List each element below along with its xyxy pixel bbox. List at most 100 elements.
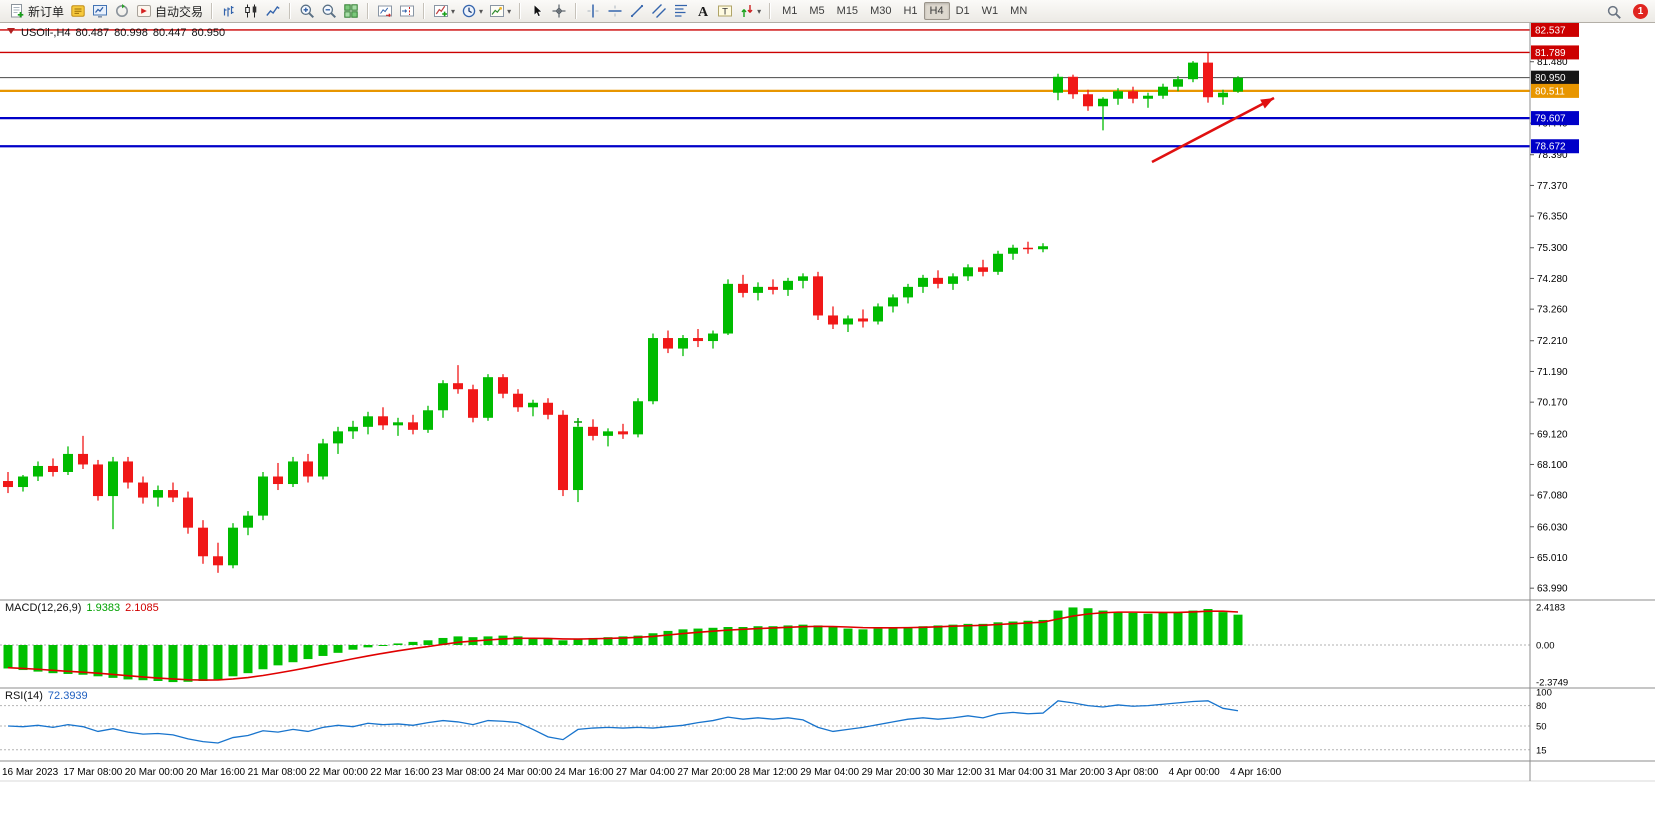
auto-scroll-button[interactable] <box>374 2 396 20</box>
price-object-lines[interactable] <box>0 29 1530 148</box>
toolbar-group-timeframes: M1 M5 M15 M30 H1 H4 D1 W1 MN <box>774 0 1035 22</box>
toolbar-separator <box>367 3 370 19</box>
rsi-axis-label: 80 <box>1536 701 1547 712</box>
channel-icon <box>651 3 667 19</box>
candlestick-chart-icon <box>243 3 259 19</box>
arrows-button[interactable]: ▾ <box>736 2 764 20</box>
price-line-label: 81.789 <box>1535 48 1566 59</box>
toolbar-group-chart-type <box>216 0 286 22</box>
toolbar-right: 1 <box>1603 0 1655 23</box>
time-axis-label: 24 Mar 00:00 <box>493 767 552 778</box>
tf-mn[interactable]: MN <box>1004 2 1033 20</box>
zoom-out-button[interactable] <box>318 2 340 20</box>
time-axis-label: 20 Mar 16:00 <box>186 767 245 778</box>
indicators-icon <box>433 3 449 19</box>
cursor-button[interactable] <box>526 2 548 20</box>
chevron-down-icon: ▾ <box>507 6 512 16</box>
tf-w1-label: W1 <box>981 5 999 17</box>
market-watch-button[interactable] <box>89 2 111 20</box>
svg-text:T: T <box>722 6 728 17</box>
time-axis[interactable]: 16 Mar 2023 17 Mar 08:00 20 Mar 00:00 20 Ma… <box>2 767 1282 778</box>
annotations[interactable] <box>574 96 1275 426</box>
auto-scroll-icon <box>377 3 393 19</box>
tf-d1[interactable]: D1 <box>950 2 976 20</box>
text-icon: A <box>695 3 711 19</box>
toolbar-separator <box>211 3 214 19</box>
text-label-button[interactable]: T <box>714 2 736 20</box>
trendline-button[interactable] <box>626 2 648 20</box>
tf-m1[interactable]: M1 <box>776 2 803 20</box>
tf-m30[interactable]: M30 <box>864 2 897 20</box>
time-axis-label: 31 Mar 20:00 <box>1046 767 1105 778</box>
channel-button[interactable] <box>648 2 670 20</box>
time-axis-label: 22 Mar 16:00 <box>370 767 429 778</box>
market-watch-icon <box>92 3 108 19</box>
price-tick-label: 63.990 <box>1537 584 1568 595</box>
line-chart-icon <box>265 3 281 19</box>
candlestick-chart-button[interactable] <box>240 2 262 20</box>
navigator-button[interactable] <box>111 2 133 20</box>
arrow-annotation <box>1260 98 1274 109</box>
price-line-label: 79.607 <box>1535 114 1566 125</box>
time-axis-label: 28 Mar 12:00 <box>739 767 798 778</box>
price-tick-label: 71.190 <box>1537 367 1568 378</box>
price-tick-label: 73.260 <box>1537 305 1568 316</box>
macd-axis-label: 2.4183 <box>1536 603 1565 614</box>
line-chart-button[interactable] <box>262 2 284 20</box>
vertical-line-button[interactable] <box>582 2 604 20</box>
price-tick-label: 70.170 <box>1537 398 1568 409</box>
time-axis-label: 4 Apr 00:00 <box>1169 767 1221 778</box>
price-tick-label: 65.010 <box>1537 553 1568 564</box>
price-tick-label: 66.030 <box>1537 522 1568 533</box>
tile-windows-button[interactable] <box>340 2 362 20</box>
trendline-icon <box>629 3 645 19</box>
svg-text:A: A <box>698 5 709 19</box>
templates-button[interactable]: ▾ <box>486 2 514 20</box>
templates-icon <box>489 3 505 19</box>
tf-m15[interactable]: M15 <box>831 2 864 20</box>
notification-badge[interactable]: 1 <box>1633 4 1648 19</box>
periods-button[interactable]: ▾ <box>458 2 486 20</box>
price-axis[interactable]: 81.48079.44078.39077.37076.35075.30074.2… <box>1529 23 1579 781</box>
price-line-label: 78.672 <box>1535 142 1566 153</box>
horizontal-line-button[interactable] <box>604 2 626 20</box>
time-axis-label: 21 Mar 08:00 <box>248 767 307 778</box>
metaeditor-button[interactable] <box>67 2 89 20</box>
time-axis-label: 27 Mar 20:00 <box>677 767 736 778</box>
text-button[interactable]: A <box>692 2 714 20</box>
search-icon[interactable] <box>1603 3 1625 21</box>
time-axis-label: 22 Mar 00:00 <box>309 767 368 778</box>
chart-canvas[interactable]: 81.48079.44078.39077.37076.35075.30074.2… <box>0 23 1655 827</box>
fibonacci-button[interactable] <box>670 2 692 20</box>
crosshair-button[interactable] <box>548 2 570 20</box>
navigator-icon <box>114 3 130 19</box>
toolbar-separator <box>423 3 426 19</box>
tf-h1[interactable]: H1 <box>897 2 923 20</box>
chart-shift-button[interactable] <box>396 2 418 20</box>
tf-d1-label: D1 <box>955 5 970 17</box>
bar-chart-button[interactable] <box>218 2 240 20</box>
autotrading-icon <box>136 3 152 19</box>
panel-separators[interactable] <box>0 599 1655 782</box>
autotrading-button[interactable]: 自动交易 <box>133 2 206 21</box>
toolbar-group-scroll <box>372 0 420 22</box>
tf-m5-label: M5 <box>809 5 825 17</box>
rsi-panel <box>0 700 1530 751</box>
toolbar: 新订单 自动交易 ▾ ▾ ▾ A T ▾ M1 M5 M15 M30 H1 H4 D1 W1 MN <box>0 0 1655 23</box>
tf-w1[interactable]: W1 <box>976 2 1005 20</box>
price-tick-label: 81.480 <box>1537 57 1568 68</box>
tf-m5[interactable]: M5 <box>803 2 830 20</box>
rsi-axis-label: 100 <box>1536 688 1552 699</box>
rsi-axis-label: 15 <box>1536 745 1547 756</box>
rsi-axis-label: 50 <box>1536 722 1547 733</box>
macd-axis-label: -2.3749 <box>1536 678 1568 689</box>
new-order-button[interactable]: 新订单 <box>6 2 67 21</box>
chevron-down-icon: ▾ <box>479 6 484 16</box>
tf-h4[interactable]: H4 <box>923 2 950 20</box>
indicators-button[interactable]: ▾ <box>430 2 458 20</box>
new-order-button-label: 新订单 <box>28 4 65 19</box>
time-axis-label: 17 Mar 08:00 <box>63 767 122 778</box>
toolbar-separator <box>769 3 772 19</box>
zoom-in-button[interactable] <box>296 2 318 20</box>
